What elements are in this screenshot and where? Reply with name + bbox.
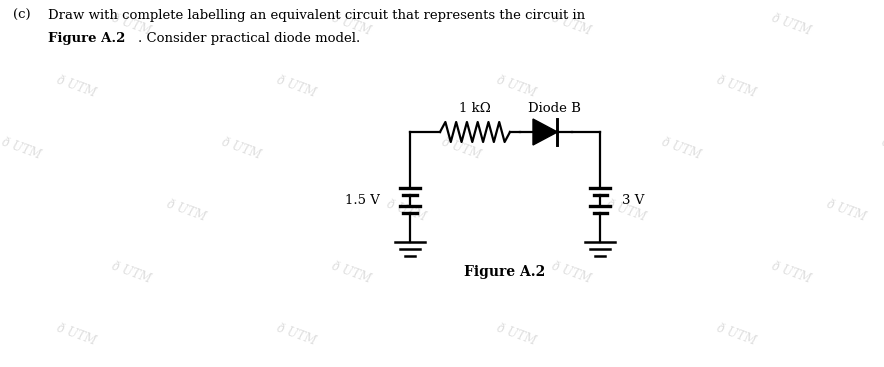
Text: ð UTM: ð UTM (110, 12, 153, 38)
Text: Draw with complete labelling an equivalent circuit that represents the circuit i: Draw with complete labelling an equivale… (48, 9, 585, 22)
Text: ð UTM: ð UTM (330, 260, 373, 286)
Text: ð UTM: ð UTM (605, 198, 648, 224)
Text: ð UTM: ð UTM (165, 198, 208, 224)
Text: ð UTM: ð UTM (550, 260, 592, 286)
Text: 1 kΩ: 1 kΩ (459, 102, 491, 115)
Text: ð UTM: ð UTM (0, 136, 42, 162)
Text: ð UTM: ð UTM (220, 136, 263, 162)
Text: ð UTM: ð UTM (715, 74, 758, 100)
Text: . Consider practical diode model.: . Consider practical diode model. (138, 32, 361, 45)
Text: 1.5 V: 1.5 V (345, 195, 380, 207)
Text: ð UTM: ð UTM (55, 322, 97, 348)
Text: 3 V: 3 V (622, 195, 644, 207)
Text: ð UTM: ð UTM (550, 12, 592, 38)
Text: ð UTM: ð UTM (440, 136, 483, 162)
Text: ð UTM: ð UTM (275, 322, 317, 348)
Text: ð UTM: ð UTM (660, 136, 703, 162)
Text: ð UTM: ð UTM (880, 136, 884, 162)
Text: ð UTM: ð UTM (55, 74, 97, 100)
Text: ð UTM: ð UTM (770, 260, 812, 286)
Text: ð UTM: ð UTM (275, 74, 317, 100)
Text: Figure A.2: Figure A.2 (48, 32, 126, 45)
Text: Diode B: Diode B (528, 102, 581, 115)
Polygon shape (533, 119, 558, 145)
Text: ð UTM: ð UTM (715, 322, 758, 348)
Text: ð UTM: ð UTM (110, 260, 153, 286)
Text: ð UTM: ð UTM (385, 198, 428, 224)
Text: Figure A.2: Figure A.2 (464, 265, 545, 279)
Text: ð UTM: ð UTM (770, 12, 812, 38)
Text: ð UTM: ð UTM (495, 74, 537, 100)
Text: ð UTM: ð UTM (825, 198, 867, 224)
Text: (c): (c) (13, 9, 31, 22)
Text: ð UTM: ð UTM (330, 12, 373, 38)
Text: ð UTM: ð UTM (495, 322, 537, 348)
